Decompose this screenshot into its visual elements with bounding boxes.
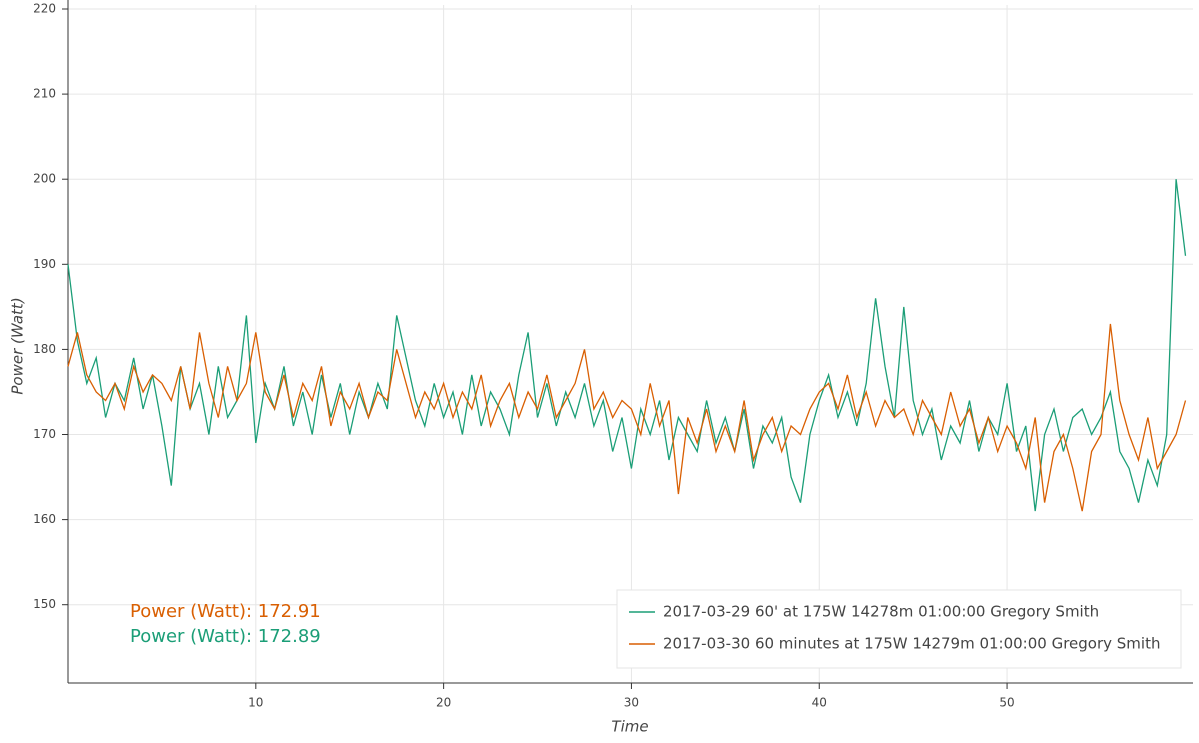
series-line xyxy=(67,179,1187,512)
series-line xyxy=(67,323,1187,512)
x-tick-label: 20 xyxy=(436,696,451,710)
annotation: Power (Watt): 172.91 xyxy=(130,601,321,622)
y-axis-label: Power (Watt) xyxy=(9,297,27,394)
legend-box xyxy=(616,589,1182,669)
x-tick-label: 10 xyxy=(248,696,263,710)
y-tick-label: 180 xyxy=(33,342,56,356)
y-tick-label: 190 xyxy=(33,257,56,271)
x-tick-label: 30 xyxy=(624,696,639,710)
y-tick-label: 160 xyxy=(33,512,56,526)
legend-label: 2017-03-29 60' at 175W 14278m 01:00:00 G… xyxy=(663,603,1099,621)
x-tick-label: 40 xyxy=(812,696,827,710)
y-tick-label: 150 xyxy=(33,597,56,611)
y-tick-label: 220 xyxy=(33,2,56,16)
y-tick-label: 200 xyxy=(33,172,56,186)
y-tick-label: 210 xyxy=(33,87,56,101)
annotation: Power (Watt): 172.89 xyxy=(130,626,321,647)
x-axis-label: Time xyxy=(611,718,648,736)
x-tick-label: 50 xyxy=(999,696,1014,710)
y-tick-label: 170 xyxy=(33,427,56,441)
legend-label: 2017-03-30 60 minutes at 175W 14279m 01:… xyxy=(663,635,1160,653)
